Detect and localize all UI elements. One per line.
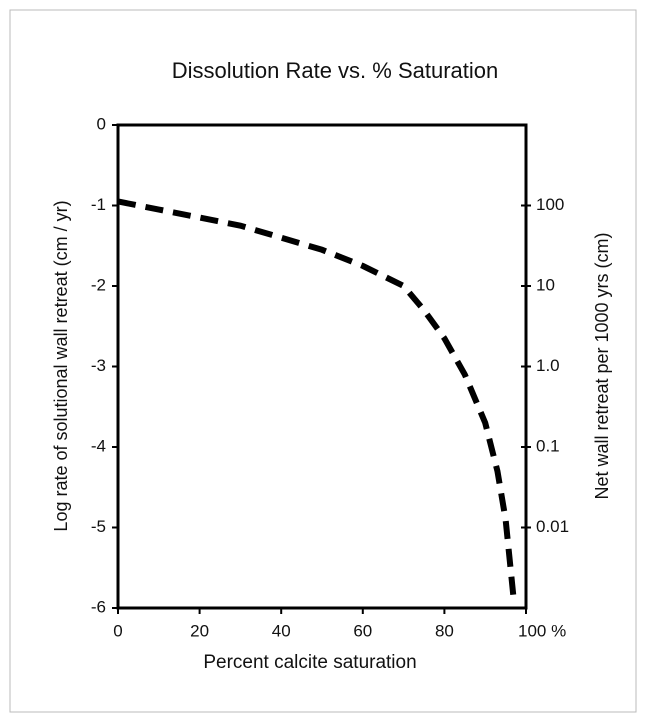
y2-tick-label: 10 <box>536 275 555 294</box>
y-axis-label: Log rate of solutional wall retreat (cm … <box>51 200 71 531</box>
frame <box>9 9 637 713</box>
x-tick-label: 60 <box>353 621 372 640</box>
y-tick-label: -1 <box>91 195 106 214</box>
y-tick-label: -5 <box>91 517 106 536</box>
plot-area <box>116 123 528 610</box>
line <box>117 198 517 601</box>
x-axis-label: Percent calcite saturation <box>203 652 416 673</box>
y-tick-label: -3 <box>91 356 106 375</box>
y2-tick-label: 100 <box>536 195 564 214</box>
y-tick-label: -6 <box>91 597 106 616</box>
y-tick-label: -2 <box>91 275 106 294</box>
y-tick-label: -4 <box>91 436 106 455</box>
chart-title: Dissolution Rate vs. % Saturation <box>172 58 499 83</box>
x-tick-label: 0 <box>113 621 122 640</box>
x-tick-label: 20 <box>190 621 209 640</box>
y2-axis-label: Net wall retreat per 1000 yrs (cm) <box>592 232 612 499</box>
x-tick-label: 40 <box>272 621 291 640</box>
y2-tick-label: 1.0 <box>536 356 560 375</box>
y2-tick-label: 0.1 <box>536 436 560 455</box>
x-tick-label: 80 <box>435 621 454 640</box>
y2-tick-label: 0.01 <box>536 517 569 536</box>
y-tick-label: 0 <box>97 114 106 133</box>
x-tick-label: 100 % <box>518 621 566 640</box>
